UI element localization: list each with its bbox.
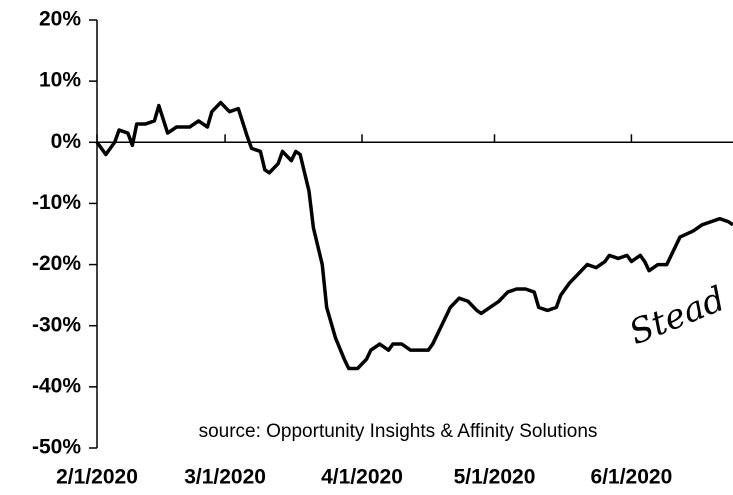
x-tick-label: 6/1/2020 xyxy=(591,466,673,489)
x-tick-label: 4/1/2020 xyxy=(321,466,403,489)
y-tick-label: -10% xyxy=(32,191,81,214)
y-tick-label: 20% xyxy=(39,8,81,31)
data-line xyxy=(95,100,733,371)
handwritten-note: Stead xyxy=(624,279,731,353)
y-tick-label: -20% xyxy=(32,252,81,275)
y-tick-label: 10% xyxy=(39,69,81,92)
x-tick-label: 3/1/2020 xyxy=(184,466,266,489)
y-tick-label: -50% xyxy=(32,436,81,459)
source-note: source: Opportunity Insights & Affinity … xyxy=(199,421,598,442)
y-tick-label: -30% xyxy=(32,313,81,336)
x-tick-label: 2/1/2020 xyxy=(56,466,138,489)
y-tick-label: 0% xyxy=(51,130,82,153)
x-tick-label: 5/1/2020 xyxy=(454,466,536,489)
y-tick-label: -40% xyxy=(32,374,81,397)
